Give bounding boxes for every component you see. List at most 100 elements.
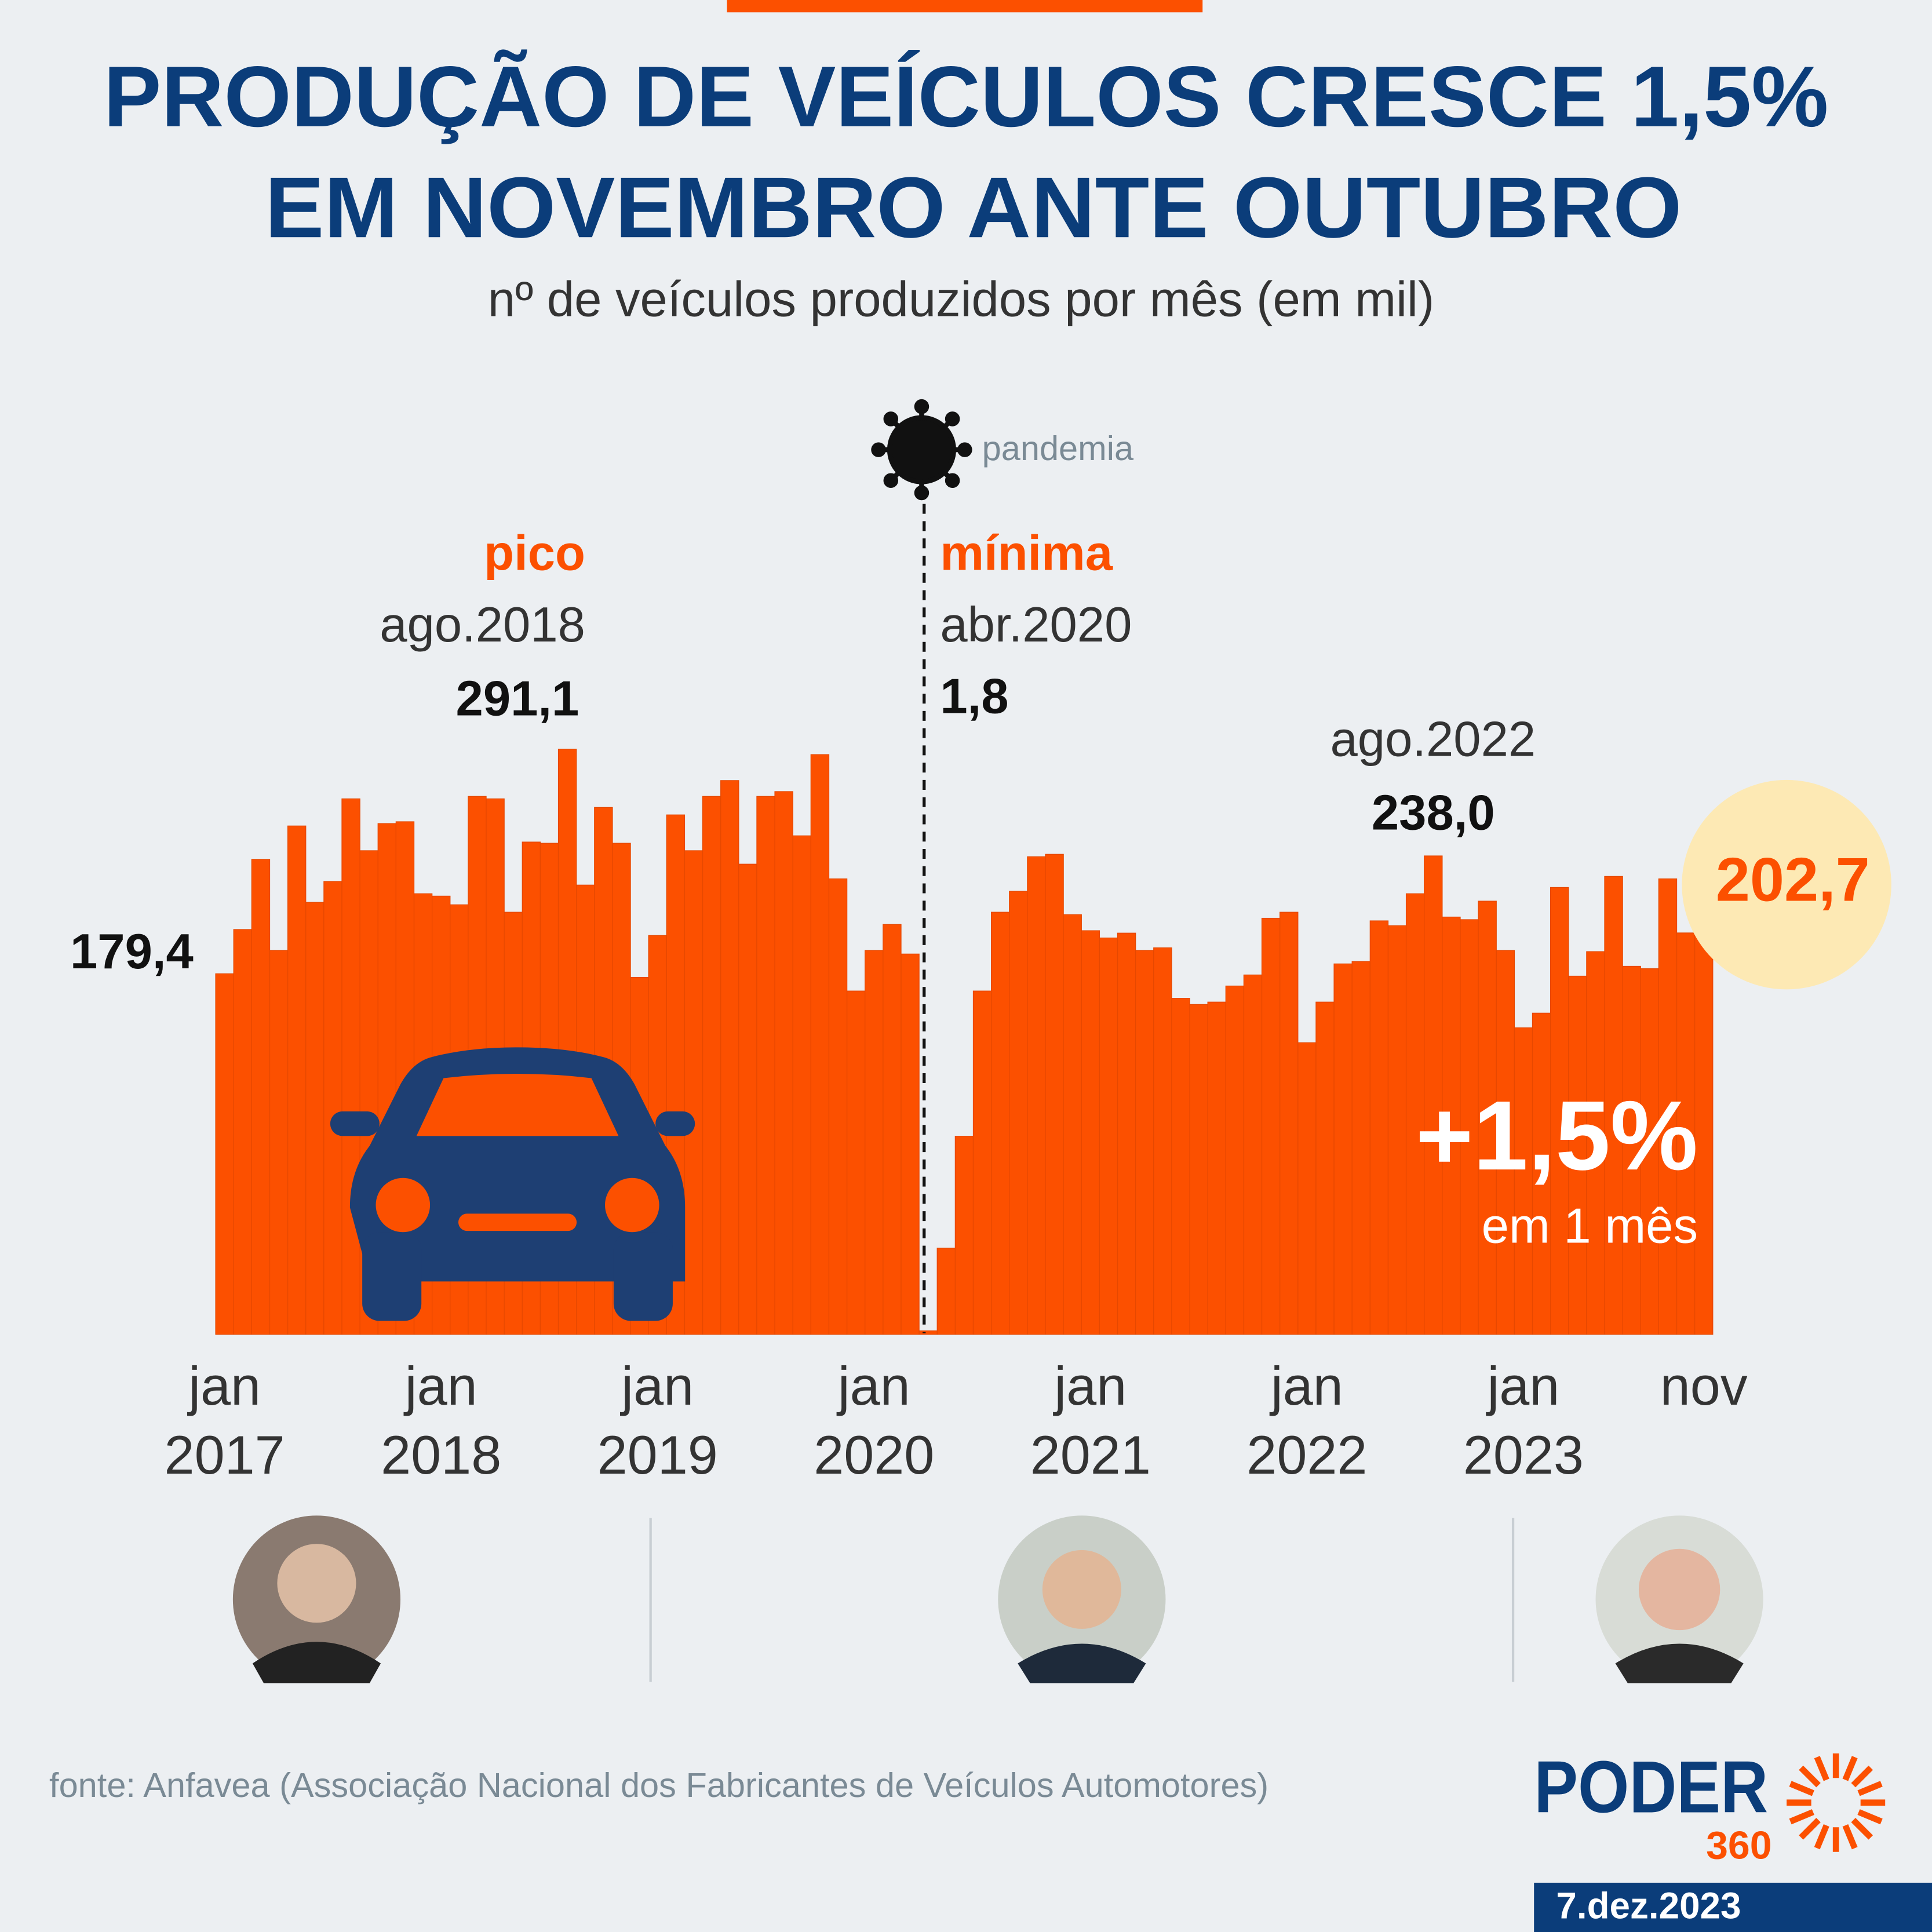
bar xyxy=(1081,930,1100,1335)
date-box xyxy=(1534,1882,1932,1932)
bar xyxy=(1550,887,1569,1335)
bar xyxy=(1243,974,1263,1335)
brand-name: PODER xyxy=(1534,1746,1768,1828)
x-tick: jan 2020 xyxy=(814,1357,935,1486)
bar xyxy=(918,1330,938,1335)
x-tick: jan 2022 xyxy=(1246,1357,1368,1486)
x-tick: jan 2017 xyxy=(164,1357,285,1486)
virus-icon xyxy=(871,399,972,501)
bar xyxy=(792,835,811,1335)
top-accent xyxy=(727,0,1203,13)
annotation: em 1 mês xyxy=(1482,1198,1698,1253)
x-tick-label: jan 2018 xyxy=(381,1357,502,1486)
bar xyxy=(1568,975,1587,1335)
bar xyxy=(828,878,848,1335)
value-label: 238,0 xyxy=(1372,785,1495,840)
x-tick-label: jan 2023 xyxy=(1463,1357,1584,1486)
bar xyxy=(1333,963,1353,1335)
bar xyxy=(1478,901,1497,1335)
bar xyxy=(846,990,866,1335)
bar xyxy=(1424,855,1443,1335)
bar xyxy=(1694,926,1714,1335)
chart-subtitle: nº de veículos produzidos por mês (em mi… xyxy=(488,272,1434,327)
bar xyxy=(1153,947,1172,1335)
bar xyxy=(1280,912,1299,1335)
value-label: 179,4 xyxy=(70,924,194,979)
bar xyxy=(1297,1042,1317,1335)
bar xyxy=(1135,950,1154,1335)
bar xyxy=(1315,1001,1335,1335)
bar xyxy=(341,798,360,1335)
brand-logo xyxy=(1787,1753,1886,1852)
bar xyxy=(865,950,884,1335)
bar xyxy=(1658,878,1678,1335)
bar xyxy=(990,912,1010,1335)
bar xyxy=(1261,917,1281,1335)
brand-number: 360 xyxy=(1706,1823,1772,1867)
bar xyxy=(1622,965,1641,1335)
annotation: ago.2018 xyxy=(380,597,585,652)
chart-title: PRODUÇÃO DE VEÍCULOS CRESCE 1,5% xyxy=(104,48,1829,145)
bar xyxy=(954,1136,974,1335)
bars xyxy=(215,749,1714,1335)
annotation: +1,5% xyxy=(1416,1081,1698,1191)
x-tick: jan 2018 xyxy=(381,1357,502,1486)
value-label: 291,1 xyxy=(456,671,579,726)
bar xyxy=(1027,856,1046,1335)
bar xyxy=(810,754,830,1335)
bar xyxy=(1009,891,1028,1335)
bar xyxy=(1586,951,1605,1335)
x-tick: jan 2019 xyxy=(597,1357,718,1486)
x-tick-label: jan 2017 xyxy=(164,1357,285,1486)
bar xyxy=(1369,920,1389,1335)
bar xyxy=(1171,998,1190,1335)
bar xyxy=(883,924,902,1335)
bar xyxy=(1460,919,1479,1335)
x-tick-label: jan 2020 xyxy=(814,1357,935,1486)
bar xyxy=(251,859,271,1335)
president-photos xyxy=(232,1515,1763,1683)
bar xyxy=(1351,961,1370,1335)
source: fonte: Anfavea (Associação Nacional dos … xyxy=(49,1766,1268,1805)
bar xyxy=(1387,925,1407,1335)
bar xyxy=(1514,1027,1533,1335)
annotation: ago.2022 xyxy=(1330,712,1536,767)
bar xyxy=(972,990,992,1335)
x-tick: jan 2023 xyxy=(1463,1357,1584,1486)
bar xyxy=(1207,1001,1226,1335)
bar xyxy=(269,950,289,1335)
bar xyxy=(233,929,252,1335)
annotation: pandemia xyxy=(982,429,1134,468)
bar xyxy=(305,902,325,1335)
bar xyxy=(738,863,757,1335)
bar xyxy=(1532,1012,1551,1335)
bar xyxy=(684,850,703,1335)
bar xyxy=(702,796,721,1335)
bar xyxy=(1189,1004,1208,1335)
bar xyxy=(1063,914,1082,1335)
value-label: 1,8 xyxy=(940,669,1008,724)
date: 7.dez.2023 xyxy=(1556,1884,1741,1926)
car-icon xyxy=(330,1047,695,1321)
x-tick-label: jan 2021 xyxy=(1030,1357,1151,1486)
value-label: 202,7 xyxy=(1716,845,1870,914)
chart-title: EM NOVEMBRO ANTE OUTUBRO xyxy=(265,159,1682,256)
annotation: abr.2020 xyxy=(940,597,1132,652)
bar xyxy=(720,780,739,1335)
x-tick: nov xyxy=(1660,1357,1748,1417)
bar xyxy=(1442,916,1461,1335)
bar xyxy=(1045,854,1064,1335)
bar xyxy=(287,825,307,1335)
bar xyxy=(323,881,342,1335)
annotation: pico xyxy=(484,526,585,581)
x-tick-label: jan 2022 xyxy=(1246,1357,1368,1486)
x-tick: jan 2021 xyxy=(1030,1357,1151,1486)
bar xyxy=(756,796,775,1335)
bar xyxy=(901,953,920,1335)
bar xyxy=(774,791,793,1335)
bar xyxy=(936,1248,956,1335)
bar xyxy=(1225,985,1245,1335)
bar xyxy=(215,973,234,1335)
